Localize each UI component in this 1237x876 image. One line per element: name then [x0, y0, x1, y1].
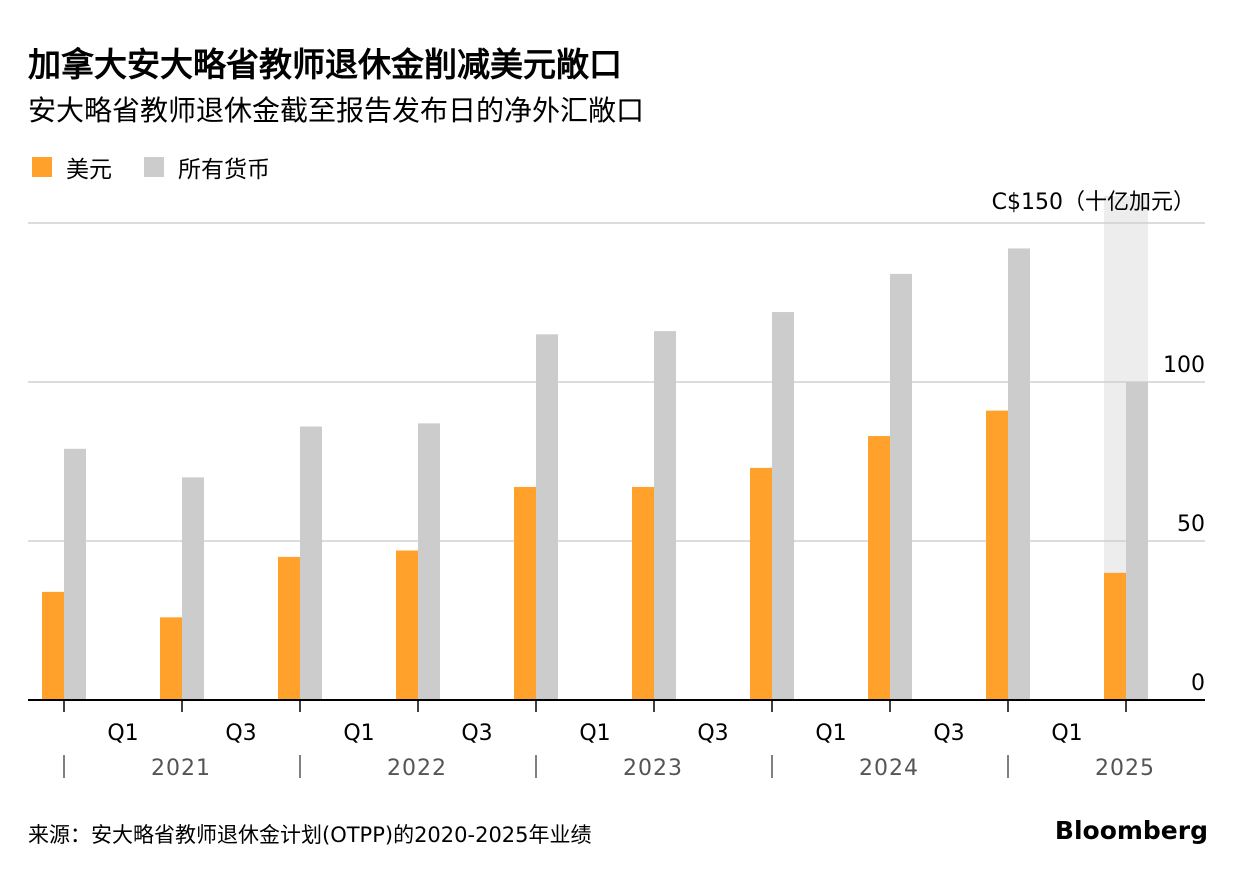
bar-all-5 — [654, 331, 676, 700]
bar-usd-9 — [1104, 572, 1126, 700]
x-quarter-label-4: Q1 — [579, 721, 610, 746]
legend-swatch-all — [144, 157, 164, 177]
x-year-label-2021: 2021 — [151, 756, 211, 781]
bar-usd-2 — [278, 556, 300, 700]
y-unit-label: C$150（十亿加元） — [992, 190, 1195, 215]
bar-usd-7 — [868, 436, 890, 700]
y-tick-label-50: 50 — [1177, 512, 1205, 537]
bar-chart: 0 50 100 C$150（十亿加元） Q1 Q3 Q1 Q3 Q1 Q3 Q1 Q3 Q1 2021 2… — [28, 190, 1205, 781]
x-year-label-2023: 2023 — [623, 756, 683, 781]
x-quarter-label-7: Q3 — [933, 721, 964, 746]
bar-all-9 — [1126, 382, 1148, 700]
legend: 美元 所有货币 — [32, 150, 302, 184]
chart-title: 加拿大安大略省教师退休金削减美元敞口 — [28, 45, 622, 84]
y-tick-label-100: 100 — [1163, 353, 1205, 378]
legend-item-all: 所有货币 — [144, 150, 270, 184]
source-note: 来源：安大略省教师退休金计划(OTPP)的2020-2025年业绩 — [28, 823, 592, 847]
legend-label-usd: 美元 — [66, 157, 112, 183]
x-year-label-2025: 2025 — [1095, 756, 1155, 781]
x-quarter-label-0: Q1 — [107, 721, 138, 746]
x-quarter-label-3: Q3 — [461, 721, 492, 746]
x-quarter-label-6: Q1 — [815, 721, 846, 746]
brand-logo: Bloomberg — [1054, 816, 1208, 845]
x-quarter-label-8: Q1 — [1051, 721, 1082, 746]
x-quarter-label-1: Q3 — [225, 721, 256, 746]
bar-usd-3 — [396, 550, 418, 700]
bar-usd-4 — [514, 486, 536, 700]
x-quarter-label-5: Q3 — [697, 721, 728, 746]
x-quarter-label-2: Q1 — [343, 721, 374, 746]
y-tick-label-0: 0 — [1191, 671, 1205, 696]
legend-item-usd: 美元 — [32, 150, 112, 184]
legend-label-all: 所有货币 — [178, 157, 270, 183]
bar-all-1 — [182, 477, 204, 700]
bar-all-6 — [772, 312, 794, 700]
bar-all-7 — [890, 273, 912, 700]
bar-usd-8 — [986, 410, 1008, 700]
chart-subtitle: 安大略省教师退休金截至报告发布日的净外汇敞口 — [28, 94, 645, 127]
bar-usd-6 — [750, 467, 772, 700]
bar-usd-1 — [160, 617, 182, 700]
bar-all-8 — [1008, 248, 1030, 700]
bar-usd-0 — [42, 591, 64, 700]
x-year-label-2024: 2024 — [859, 756, 919, 781]
x-year-label-2022: 2022 — [387, 756, 447, 781]
bar-all-4 — [536, 334, 558, 700]
bar-all-2 — [300, 426, 322, 700]
bar-all-3 — [418, 423, 440, 700]
legend-swatch-usd — [32, 157, 52, 177]
bar-usd-5 — [632, 486, 654, 700]
bar-all-0 — [64, 448, 86, 700]
